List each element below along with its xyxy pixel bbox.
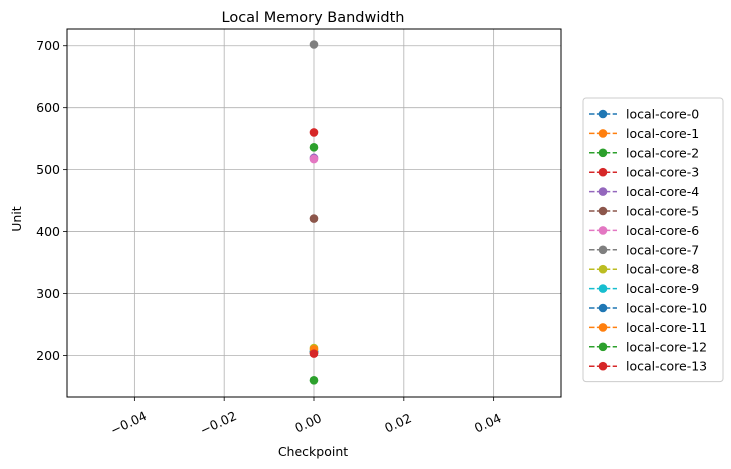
legend-item: local-core-2 [589,145,699,160]
legend-item: local-core-10 [589,301,707,316]
legend-item: local-core-3 [589,165,699,180]
legend-item: local-core-6 [589,223,699,238]
data-point [309,375,319,385]
plot-frame [66,28,562,398]
y-tick-label: 700 [36,38,60,53]
series-local-core-2 [309,143,319,152]
data-point [309,154,319,164]
legend-item: local-core-7 [589,242,699,257]
legend-label: local-core-2 [626,145,699,160]
legend-label: local-core-4 [626,184,699,199]
y-tick-label: 500 [36,162,60,177]
legend-label: local-core-6 [626,223,699,238]
legend-marker [598,167,608,177]
legend-label: local-core-0 [626,107,699,122]
y-axis: 200 300 400 500 600 700 [36,38,67,363]
legend-item: local-core-11 [589,320,707,335]
legend-label: local-core-9 [626,281,699,296]
legend-item: local-core-4 [589,184,699,199]
legend-marker [598,264,608,274]
legend-label: local-core-8 [626,262,699,277]
legend-marker [598,342,608,352]
legend-marker [598,245,608,255]
y-tick-label: 400 [36,224,60,239]
legend-item: local-core-0 [589,107,699,122]
legend-marker [598,148,608,158]
chart-title: Local Memory Bandwidth [222,10,405,26]
x-axis-label: Checkpoint [278,444,348,459]
legend-frame [582,97,724,383]
legend-marker [598,323,608,332]
legend-marker [598,284,608,293]
series-local-core-12 [309,375,319,385]
legend-item: local-core-5 [589,204,699,219]
legend: local-core-0 local-core-1 local-core-2 loca… [582,97,724,383]
legend-label: local-core-5 [626,204,699,219]
legend-item: local-core-1 [589,126,699,141]
legend-label: local-core-3 [626,165,699,180]
legend-marker [598,206,608,216]
data-points [309,40,319,385]
legend-item: local-core-13 [589,359,707,374]
legend-label: local-core-12 [626,339,707,354]
legend-marker [598,109,608,119]
y-tick-label: 600 [36,100,60,115]
y-tick-label: 300 [36,286,60,301]
legend-marker [598,361,608,371]
series-local-core-7 [309,40,319,49]
data-point [309,128,319,137]
series-local-core-5 [309,214,319,223]
y-axis-label: Unit [9,206,24,232]
legend-label: local-core-11 [626,320,707,335]
legend-marker [598,187,608,196]
y-tick-label: 200 [36,348,60,363]
data-point [309,214,319,223]
legend-label: local-core-13 [626,359,707,374]
legend-item: local-core-12 [589,339,707,354]
data-point [309,143,319,152]
data-point [309,349,319,358]
legend-marker [598,303,608,313]
series-local-core-13 [309,349,319,358]
legend-marker [598,129,608,138]
data-point [309,40,319,49]
series-local-core-6 [309,154,319,164]
series-local-core-3 [309,128,319,137]
legend-marker [598,226,608,235]
legend-label: local-core-7 [626,242,699,257]
legend-item: local-core-8 [589,262,699,277]
legend-label: local-core-1 [626,126,699,141]
legend-label: local-core-10 [626,301,707,316]
legend-item: local-core-9 [589,281,699,296]
